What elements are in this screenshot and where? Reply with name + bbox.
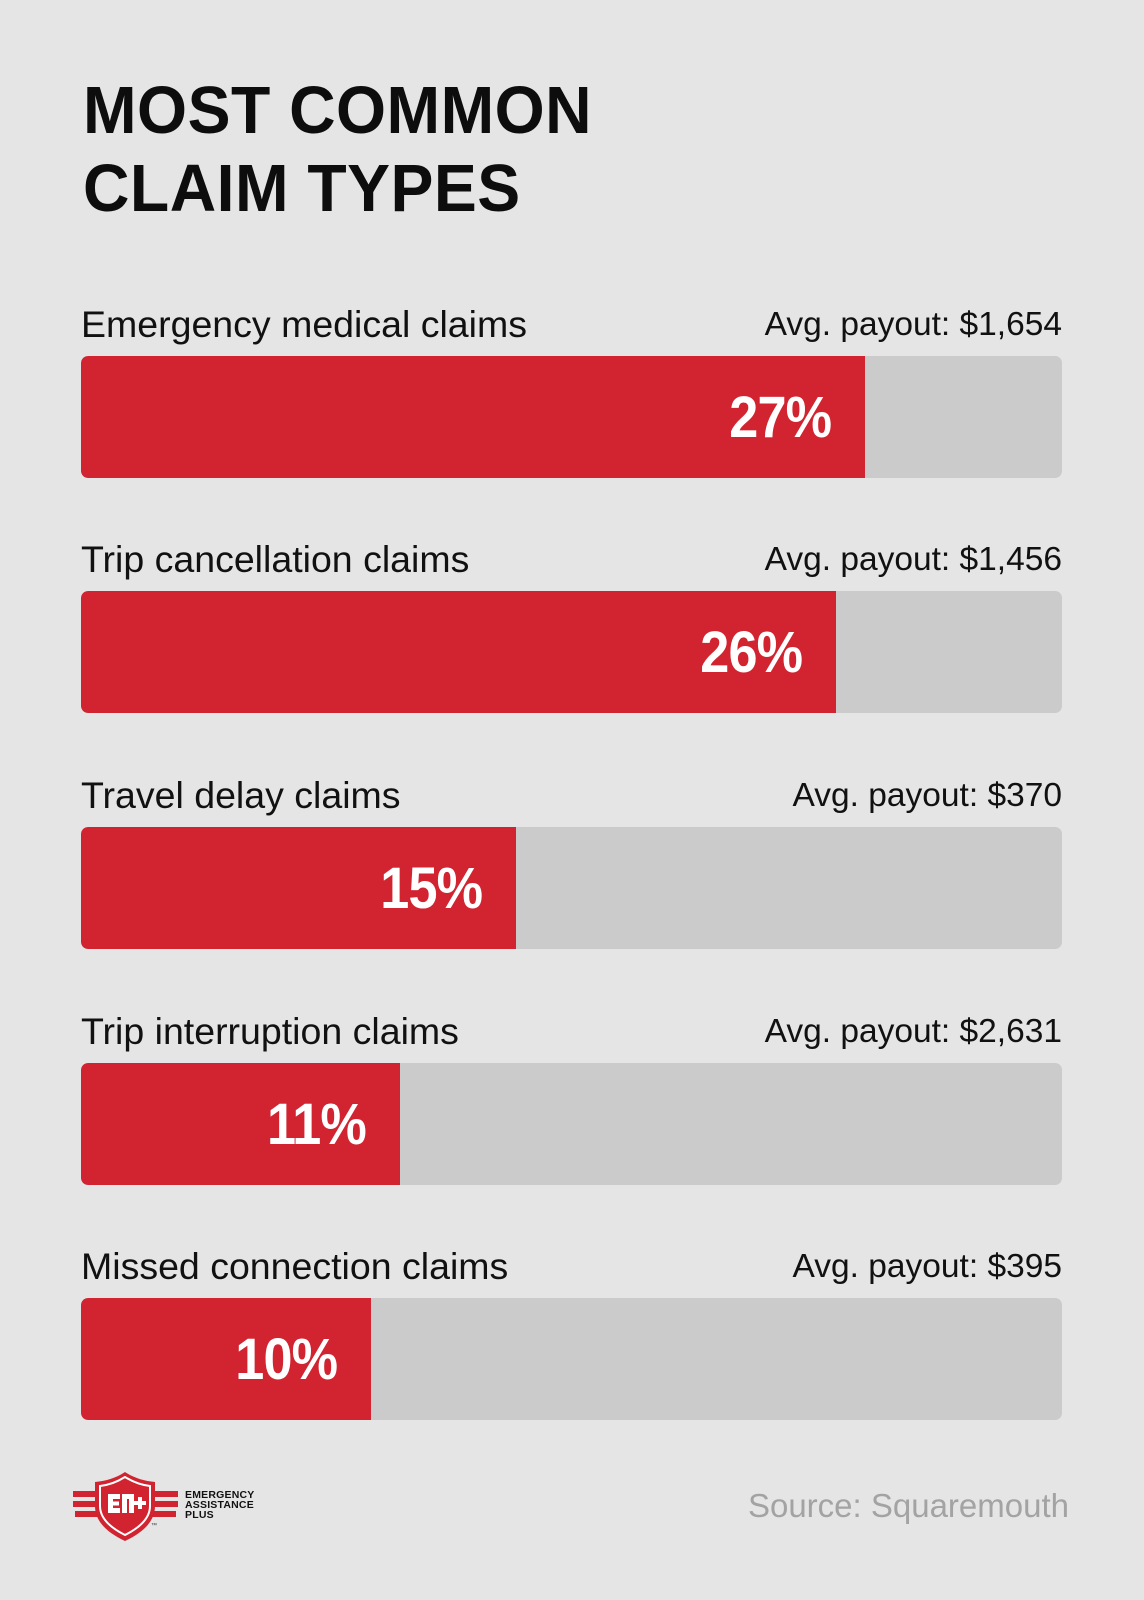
bar-fill: 10% <box>81 1298 371 1420</box>
trademark-symbol: ™ <box>151 1523 157 1529</box>
brand-wordmark: EMERGENCY ASSISTANCE PLUS <box>185 1489 255 1521</box>
title-line-1: MOST COMMON <box>83 73 593 148</box>
wordmark-line-1: EMERGENCY <box>185 1489 255 1501</box>
brand-logo: ™ EMERGENCY ASSISTANCE PLUS <box>72 1470 262 1544</box>
percent-label: 26% <box>700 619 803 685</box>
title-line-2: CLAIM TYPES <box>83 151 521 226</box>
avg-payout-label: Avg. payout: $395 <box>792 1248 1062 1285</box>
claim-type-label: Emergency medical claims <box>81 303 527 345</box>
bar-track: 15% <box>81 827 1062 949</box>
bar-fill: 15% <box>81 827 516 949</box>
claim-row-emergency-medical: Emergency medical claims Avg. payout: $1… <box>81 302 1062 482</box>
claim-row-travel-delay: Travel delay claims Avg. payout: $370 15… <box>81 773 1062 953</box>
source-credit: Source: Squaremouth <box>747 1487 1069 1524</box>
percent-label: 15% <box>380 855 483 921</box>
avg-payout-label: Avg. payout: $2,631 <box>764 1013 1062 1050</box>
claim-type-label: Travel delay claims <box>81 774 401 816</box>
claim-row-trip-interruption: Trip interruption claims Avg. payout: $2… <box>81 1009 1062 1189</box>
percent-label: 10% <box>235 1326 338 1392</box>
wordmark-line-3: PLUS <box>185 1509 214 1521</box>
avg-payout-label: Avg. payout: $1,654 <box>764 306 1062 343</box>
bar-track: 26% <box>81 591 1062 713</box>
claim-type-label: Trip interruption claims <box>81 1010 459 1052</box>
page-title: MOST COMMON CLAIM TYPES <box>83 72 592 228</box>
claim-type-label: Trip cancellation claims <box>81 538 470 580</box>
percent-label: 27% <box>729 384 832 450</box>
claim-row-trip-cancellation: Trip cancellation claims Avg. payout: $1… <box>81 537 1062 717</box>
bar-track: 11% <box>81 1063 1062 1185</box>
bar-fill: 11% <box>81 1063 400 1185</box>
avg-payout-label: Avg. payout: $370 <box>792 777 1062 814</box>
claim-row-missed-connection: Missed connection claims Avg. payout: $3… <box>81 1244 1062 1424</box>
shield-icon <box>73 1472 178 1541</box>
percent-label: 11% <box>267 1091 367 1157</box>
claim-type-label: Missed connection claims <box>81 1245 509 1287</box>
wordmark-line-2: ASSISTANCE <box>185 1499 254 1511</box>
bar-track: 10% <box>81 1298 1062 1420</box>
bar-fill: 26% <box>81 591 836 713</box>
avg-payout-label: Avg. payout: $1,456 <box>764 541 1062 578</box>
bar-track: 27% <box>81 356 1062 478</box>
bar-fill: 27% <box>81 356 865 478</box>
